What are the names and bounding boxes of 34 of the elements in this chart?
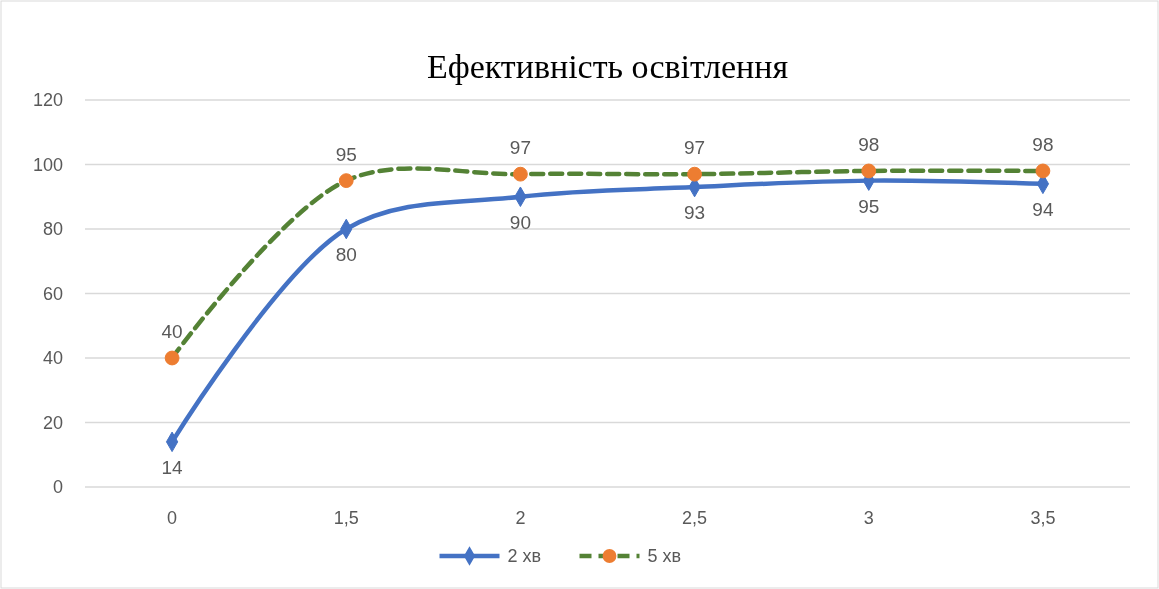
- x-tick-label: 3: [863, 508, 874, 528]
- point: [513, 166, 528, 182]
- data-label: 95: [335, 143, 357, 165]
- x-tick-label: 0: [167, 508, 178, 528]
- x-tick-label: 2: [515, 508, 526, 528]
- y-tick-label: 20: [42, 412, 63, 433]
- y-tick-label: 0: [52, 477, 63, 498]
- data-label: 93: [684, 202, 706, 224]
- y-tick-label: 60: [42, 283, 63, 304]
- point: [1035, 163, 1051, 179]
- y-tick-label: 80: [42, 219, 63, 240]
- x-tick-label: 1,5: [333, 508, 359, 528]
- point: [861, 163, 877, 179]
- data-label: 97: [684, 137, 706, 159]
- y-tick-label: 40: [42, 348, 63, 369]
- point: [164, 350, 180, 366]
- data-label: 98: [858, 133, 880, 155]
- legend-label: 5 хв: [647, 546, 682, 567]
- data-label: 95: [858, 195, 880, 217]
- y-tick-label: 100: [32, 154, 63, 175]
- chart-title: Ефективність освітлення: [426, 48, 789, 85]
- data-label: 98: [1032, 133, 1054, 155]
- x-tick-label: 3,5: [1030, 508, 1056, 528]
- y-tick-label: 120: [32, 90, 63, 111]
- legend-label: 2 хв: [507, 546, 542, 567]
- x-tick-label: 2,5: [682, 508, 708, 528]
- data-label: 97: [509, 137, 531, 159]
- data-label: 14: [161, 456, 184, 478]
- data-label: 94: [1032, 198, 1054, 220]
- data-label: 40: [161, 321, 183, 342]
- point: [687, 166, 702, 182]
- data-label: 90: [509, 211, 531, 233]
- data-label: 80: [335, 244, 357, 265]
- point: [338, 173, 354, 189]
